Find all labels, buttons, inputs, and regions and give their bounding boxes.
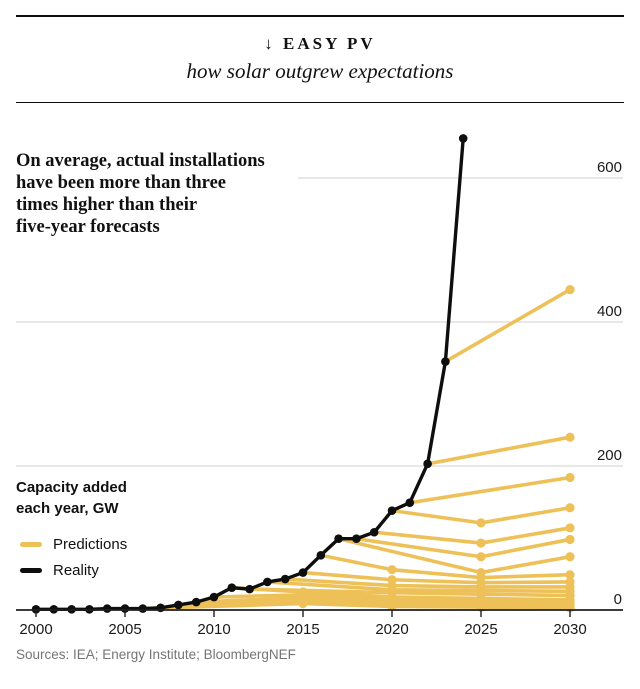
legend-item-reality: Reality xyxy=(20,557,127,583)
reality-point xyxy=(334,534,343,544)
prediction-line xyxy=(318,553,572,580)
sources-note: Sources: IEA; Energy Institute; Bloomber… xyxy=(16,647,296,662)
reality-point xyxy=(245,584,254,594)
prediction-point xyxy=(476,518,486,528)
reality-point xyxy=(227,583,237,592)
axis-unit-label: Capacity added each year, GW xyxy=(16,479,127,517)
y-tick-label: 0 xyxy=(614,591,622,608)
reality-point xyxy=(191,597,201,607)
reality-point xyxy=(209,592,219,602)
prediction-line xyxy=(265,580,572,594)
x-tick-label: 2020 xyxy=(375,621,408,638)
reality-point xyxy=(138,604,148,613)
prediction-point xyxy=(565,552,575,562)
top-rule xyxy=(16,15,624,17)
prediction-line xyxy=(247,587,572,598)
reality-point xyxy=(387,506,397,515)
reality-point xyxy=(102,604,112,613)
predictions-swatch-icon xyxy=(20,541,42,547)
prediction-point xyxy=(565,503,575,513)
reality-legend-label: Reality xyxy=(53,561,99,579)
reality-point xyxy=(263,577,272,587)
prediction-line xyxy=(407,475,572,505)
prediction-line xyxy=(425,435,572,466)
reality-point xyxy=(316,550,326,560)
prediction-line xyxy=(443,287,572,364)
prediction-point xyxy=(476,552,486,562)
chart-subtitle: how solar outgrew expectations xyxy=(186,59,454,83)
prediction-point xyxy=(565,432,575,442)
reality-swatch-icon xyxy=(20,567,42,573)
reality-point xyxy=(423,459,432,469)
x-tick-label: 2015 xyxy=(286,621,319,638)
chart-legend: Predictions Reality xyxy=(20,531,127,583)
y-tick-label: 400 xyxy=(597,303,622,320)
x-tick-label: 2005 xyxy=(108,621,141,638)
chart-kicker: ↓ EASY PV xyxy=(264,34,376,53)
x-tick-label: 2000 xyxy=(19,621,52,638)
x-tick-label: 2010 xyxy=(197,621,230,638)
reality-point xyxy=(369,527,379,537)
x-axis: 2000 2005 2010 2015 2020 2025 2030 xyxy=(16,609,623,638)
reality-point xyxy=(458,134,468,143)
prediction-point xyxy=(565,523,575,533)
x-tick-label: 2030 xyxy=(553,621,586,638)
reality-point xyxy=(352,534,361,544)
prediction-point xyxy=(476,538,486,548)
prediction-point xyxy=(387,601,397,612)
prediction-point xyxy=(565,472,575,483)
predictions-series xyxy=(141,285,575,613)
header-rule xyxy=(16,102,624,103)
reality-point xyxy=(298,568,308,577)
prediction-point xyxy=(298,598,308,609)
prediction-line xyxy=(301,570,572,585)
prediction-point xyxy=(565,285,575,295)
prediction-point xyxy=(387,565,397,575)
reality-point xyxy=(405,498,415,508)
y-tick-label: 600 xyxy=(597,159,622,176)
chart-annotation: On average, actual installations have be… xyxy=(16,151,265,237)
y-tick-label: 200 xyxy=(597,447,622,464)
x-tick-label: 2025 xyxy=(464,621,497,638)
legend-item-predictions: Predictions xyxy=(20,531,127,557)
reality-point xyxy=(441,357,450,366)
prediction-point xyxy=(565,570,575,580)
prediction-line xyxy=(283,577,572,589)
predictions-legend-label: Predictions xyxy=(53,535,128,553)
prediction-line xyxy=(372,526,572,545)
y-axis-labels: 0 200 400 600 xyxy=(597,159,622,608)
reality-point xyxy=(280,574,290,584)
prediction-point xyxy=(565,534,575,545)
reality-point xyxy=(174,600,183,610)
